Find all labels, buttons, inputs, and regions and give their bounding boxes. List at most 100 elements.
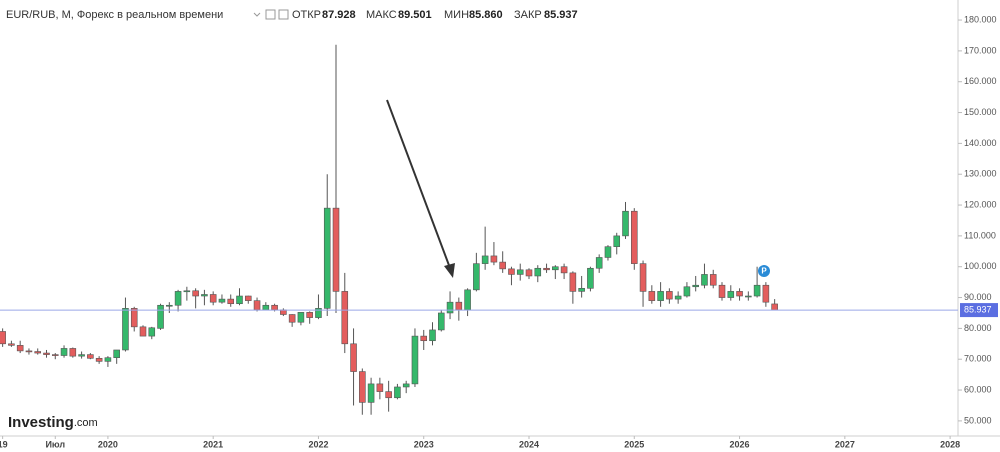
candle-body — [16, 345, 24, 352]
close-value: 85.937 — [544, 9, 578, 21]
candle-body — [367, 383, 375, 403]
candle-body — [385, 391, 392, 399]
candle-body — [402, 383, 410, 388]
candle-body — [446, 301, 454, 314]
candle-body — [236, 295, 243, 305]
candle-body — [534, 267, 542, 277]
y-tick-label: 70.000 — [964, 354, 992, 364]
arrow-shaft — [386, 99, 451, 269]
candle-body — [630, 210, 638, 264]
candle-body — [332, 207, 340, 292]
p-badge-text: P — [761, 267, 767, 276]
plot-area — [0, 44, 778, 415]
p-badge — [758, 265, 770, 277]
y-tick-label: 180.000 — [964, 14, 997, 24]
candle-body — [69, 348, 77, 357]
x-tick-label: 2026 — [730, 439, 750, 449]
candle-body — [473, 263, 480, 291]
candle-body — [499, 261, 506, 270]
low-label: МИН — [444, 9, 469, 21]
candle-body — [701, 274, 708, 286]
candle-body — [455, 301, 463, 311]
candle-body — [60, 348, 68, 356]
x-tick-label: 2028 — [940, 439, 960, 449]
candle-body — [192, 290, 199, 297]
candle-body — [657, 291, 664, 301]
y-tick-label: 60.000 — [964, 384, 992, 394]
y-tick-label: 110.000 — [964, 230, 996, 240]
x-tick-label: 2020 — [98, 439, 118, 449]
x-tick-label: 2024 — [519, 439, 539, 449]
candle-body — [745, 295, 752, 298]
brand-suffix: .com — [74, 417, 98, 429]
x-tick-label: 19 — [0, 439, 8, 449]
candle-body — [552, 266, 559, 271]
x-tick-label: Июл — [45, 439, 65, 449]
candle-body — [359, 371, 366, 403]
candle-body — [727, 291, 735, 298]
candle-body — [376, 383, 384, 392]
y-tick-label: 150.000 — [964, 107, 997, 117]
candle-body — [218, 298, 226, 303]
candle-body — [736, 291, 743, 297]
price-label-box — [960, 303, 998, 318]
candle-body — [130, 308, 138, 328]
x-tick-label: 2027 — [835, 439, 855, 449]
candle-body — [253, 300, 261, 311]
candle-body — [464, 289, 471, 311]
candle-body — [639, 263, 647, 292]
candle-body — [771, 303, 778, 311]
candle-body — [560, 266, 568, 274]
candle-body — [183, 290, 191, 293]
candle-body — [34, 351, 42, 354]
candle-body — [622, 210, 629, 237]
candle-body — [43, 352, 50, 355]
dropdown-icon — [253, 12, 261, 17]
arrow-head — [444, 263, 455, 278]
candle-body — [166, 304, 173, 307]
brand: Investing.com — [8, 414, 98, 431]
y-tick-label: 80.000 — [964, 323, 992, 333]
candle-body — [683, 286, 691, 297]
open-label: ОТКР — [292, 9, 321, 21]
candle-body — [753, 284, 761, 297]
x-tick-label: 2022 — [308, 439, 328, 449]
x-tick-label: 2021 — [203, 439, 223, 449]
y-tick-label: 120.000 — [964, 199, 997, 209]
y-tick-label: 100.000 — [964, 261, 997, 271]
candle-body — [244, 295, 252, 301]
candle-body — [394, 386, 401, 399]
y-tick-label: 90.000 — [964, 292, 992, 302]
candle-body — [481, 255, 489, 264]
low-value: 85.860 — [469, 9, 503, 21]
candle-body — [25, 350, 33, 353]
candle-body — [139, 326, 147, 337]
candle-body — [288, 314, 296, 323]
candle-body — [437, 312, 445, 331]
candle-body — [411, 335, 419, 385]
y-tick-label: 170.000 — [964, 45, 997, 55]
open-value: 87.928 — [322, 9, 356, 21]
candle-body — [666, 291, 673, 300]
y-tick-label: 130.000 — [964, 169, 997, 179]
candle-body — [297, 312, 305, 323]
candle-body — [604, 246, 612, 258]
candle-body — [157, 304, 164, 329]
candle-body — [578, 288, 585, 292]
candle-body — [762, 284, 770, 303]
candle-body — [569, 272, 577, 292]
candle-body — [227, 298, 235, 305]
candle-body — [508, 268, 515, 275]
candle-body — [613, 235, 621, 247]
candle-body — [87, 354, 94, 359]
candle-body — [201, 294, 208, 297]
x-tick-label: 2023 — [414, 439, 434, 449]
price-label: 85.937 — [964, 304, 992, 314]
candle-body — [490, 255, 498, 263]
candle-body — [420, 335, 428, 342]
candle-body — [350, 343, 357, 372]
candle-body — [674, 295, 682, 300]
candle-body — [718, 284, 726, 298]
high-label: МАКС — [366, 9, 397, 21]
